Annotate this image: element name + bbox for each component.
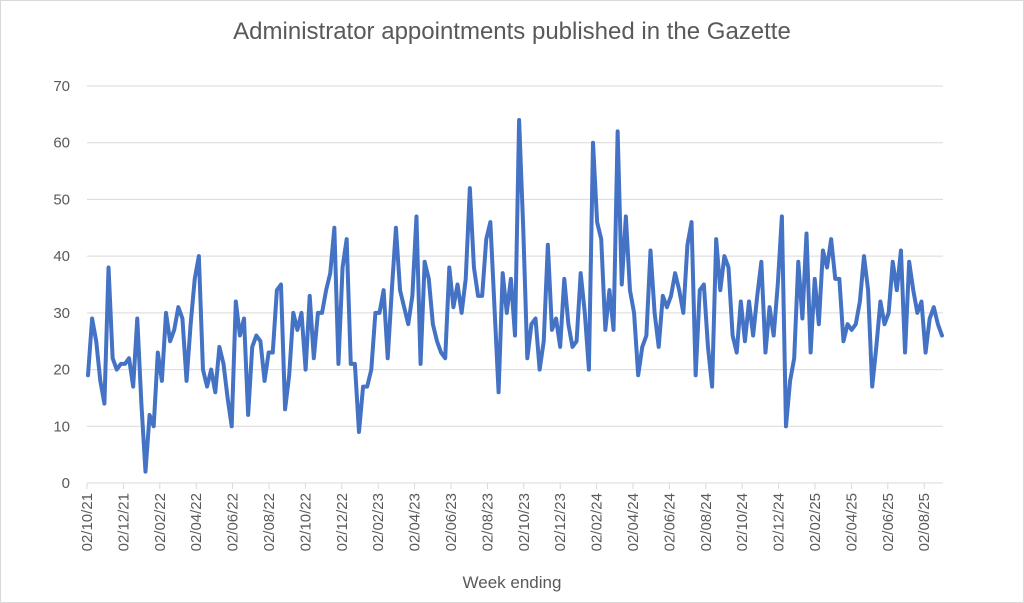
x-tick-label: 02/06/23 [443,493,460,551]
x-tick-label: 02/06/22 [225,493,242,551]
x-tick-label: 02/12/22 [334,493,351,551]
x-tick-label: 02/04/23 [407,493,424,551]
chart-title: Administrator appointments published in … [233,18,791,45]
x-tick-label: 02/08/23 [479,493,496,551]
y-tick-label: 40 [53,248,70,265]
series-line [86,118,944,474]
y-tick-label: 0 [62,475,70,492]
x-tick-label: 02/04/22 [188,493,205,551]
y-tick-label: 10 [53,418,70,435]
y-tick-label: 50 [53,191,70,208]
x-tick-label: 02/10/21 [79,493,96,551]
x-tick-label: 02/02/25 [807,493,824,551]
x-tick-label: 02/02/23 [370,493,387,551]
x-tick-label: 02/06/24 [661,493,678,551]
y-tick-label: 60 [53,135,70,152]
x-tick-label: 02/08/25 [916,493,933,551]
x-tick-label: 02/10/23 [516,493,533,551]
x-tick-label: 02/12/24 [771,493,788,551]
x-tick-label: 02/04/25 [843,493,860,551]
x-tick-label: 02/12/23 [552,493,569,551]
x-tick-label: 02/08/22 [261,493,278,551]
x-tick-label: 02/02/22 [152,493,169,551]
x-tick-label: 02/10/24 [734,493,751,551]
x-tick-label: 02/12/21 [115,493,132,551]
x-tick-label: 02/08/24 [698,493,715,551]
x-tick-label: 02/10/22 [297,493,314,551]
x-tick-label: 02/06/25 [880,493,897,551]
y-tick-label: 20 [53,362,70,379]
y-tick-label: 30 [53,305,70,322]
x-axis-label: Week ending [462,573,562,592]
x-tick-label: 02/04/24 [625,493,642,551]
y-tick-label: 70 [53,78,70,95]
x-tick-label: 02/02/24 [589,493,606,551]
